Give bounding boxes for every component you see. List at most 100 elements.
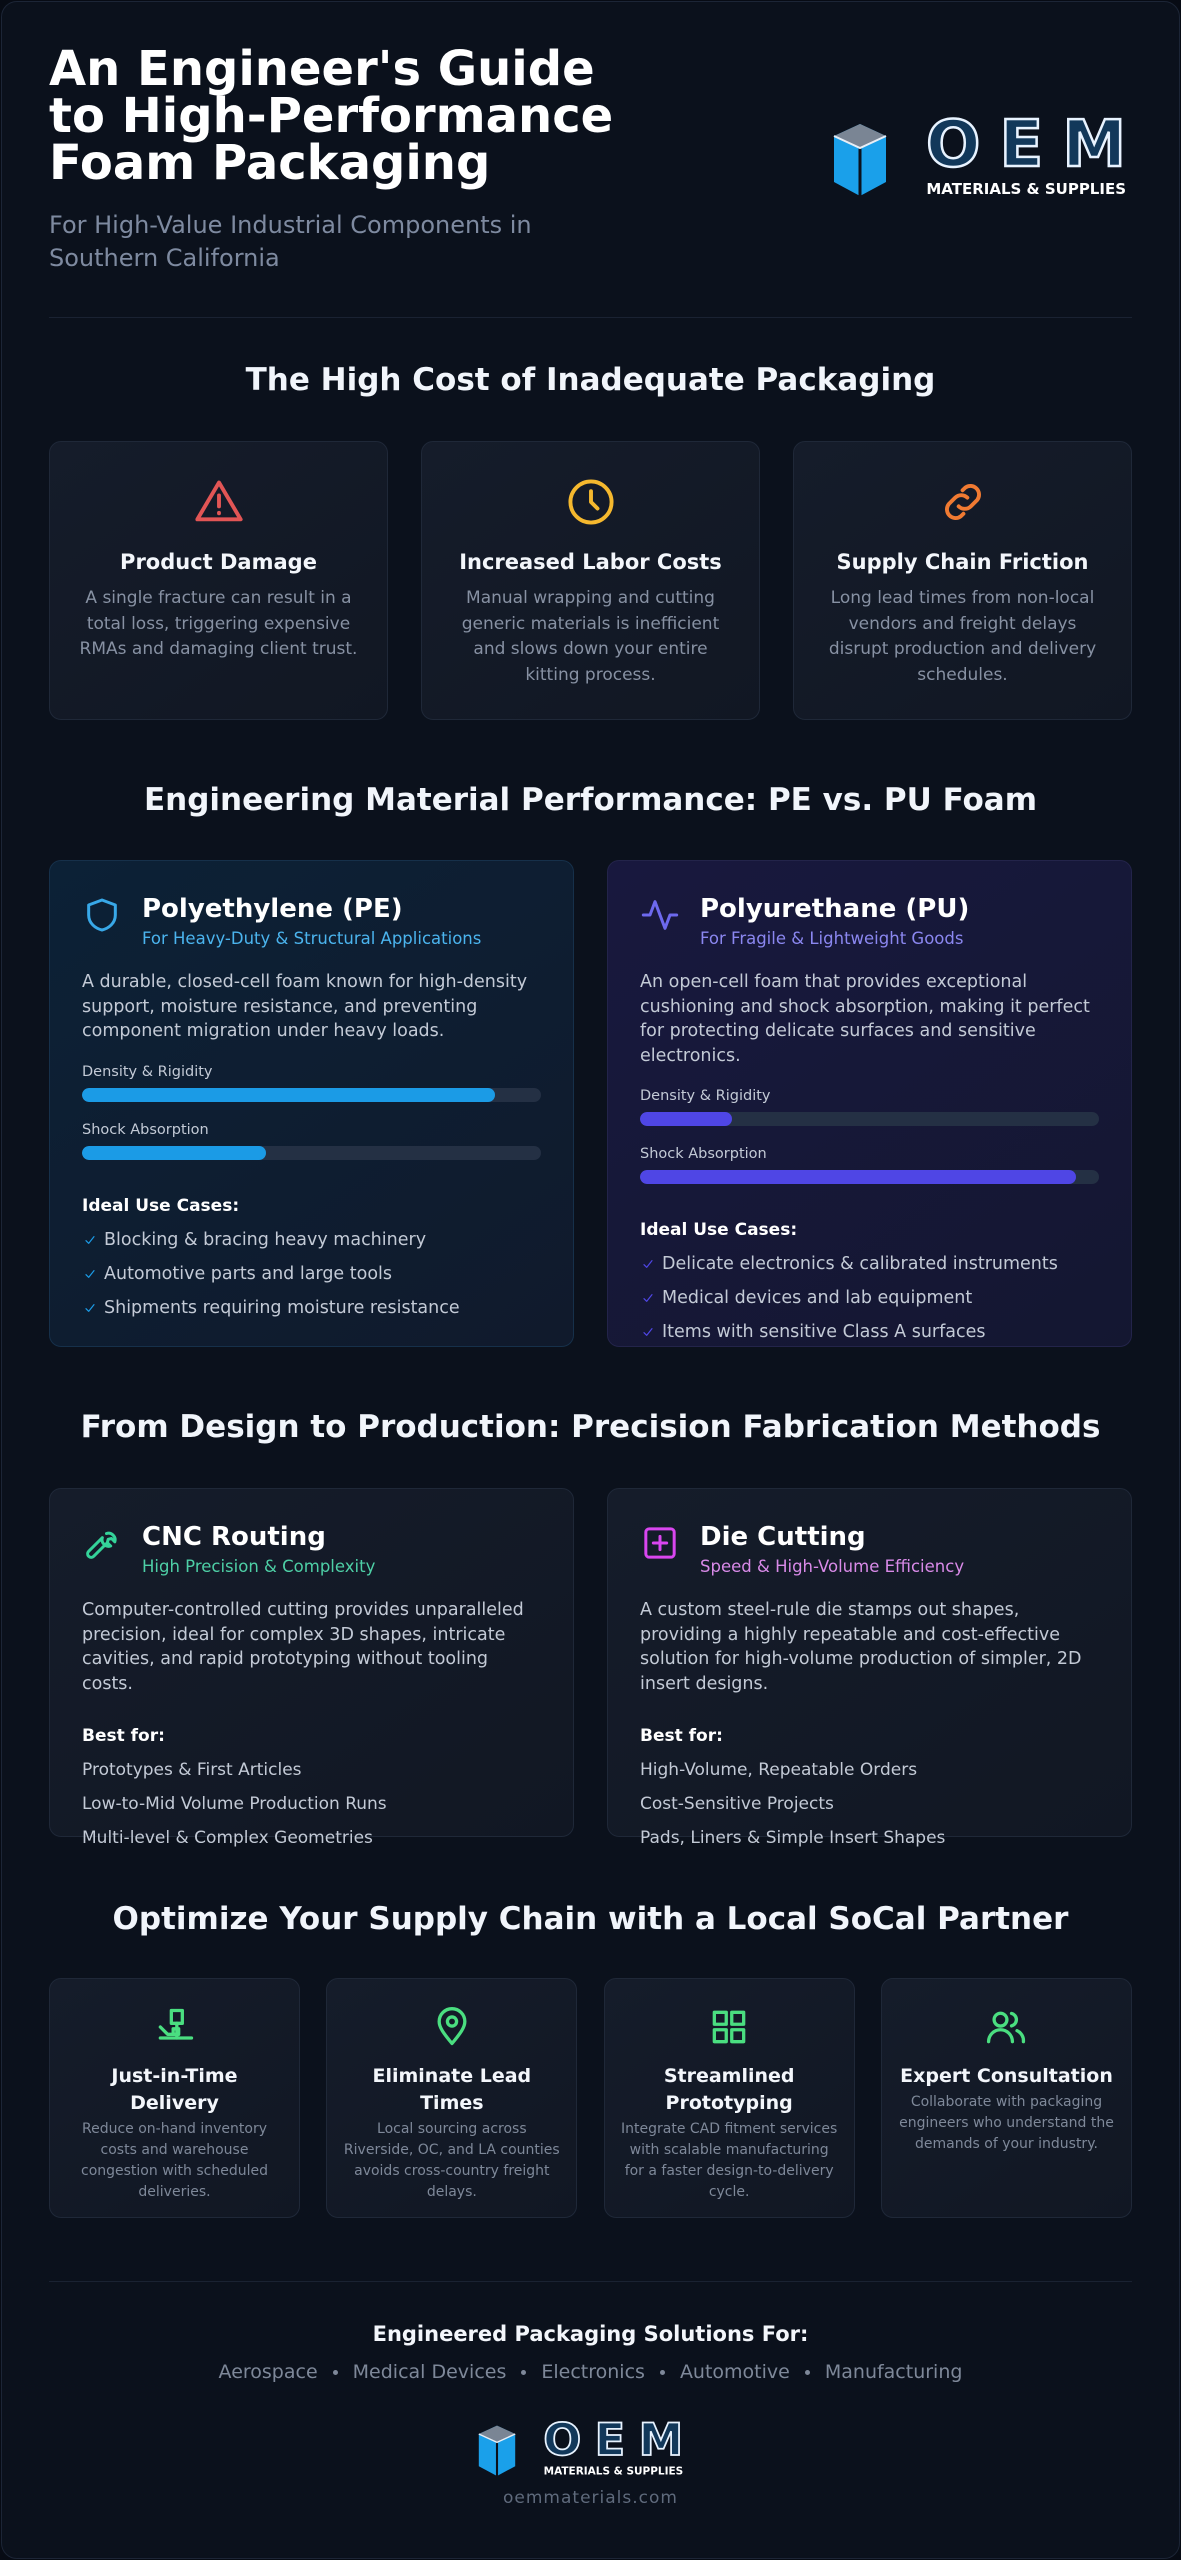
use-case-text: Automotive parts and large tools <box>104 1263 393 1284</box>
logo-tagline: MATERIALS & SUPPLIES <box>544 2466 684 2478</box>
use-case: Medical devices and lab equipment <box>640 1288 1099 1308</box>
metric-label: Density & Rigidity <box>640 1088 771 1104</box>
icon <box>643 1328 653 1336</box>
use-case-text: Blocking & bracing heavy machinery <box>104 1229 427 1250</box>
use-case: Delicate electronics & calibrated instru… <box>640 1254 1099 1274</box>
icon <box>643 1294 653 1302</box>
icon <box>85 1303 95 1312</box>
benefit-card: Eliminate Lead Times Local sourcing acros… <box>326 1978 578 2218</box>
card-text: A single fracture can result in a total … <box>79 588 358 659</box>
separator <box>659 2369 665 2375</box>
metric-label: Shock Absorption <box>640 1146 767 1162</box>
card-header: CNC Routing High Precision & Complexity <box>82 1521 541 1576</box>
benefit-card: Just-in-Time Delivery Reduce on-hand inve… <box>49 1978 300 2218</box>
section-heading: Optimize Your Supply Chain with a Local … <box>112 1901 1069 1937</box>
method-tagline: High Precision & Complexity <box>142 1557 376 1576</box>
problem-card: Increased Labor Costs Manual wrapping and… <box>421 441 760 720</box>
material-cards: Polyethylene (PE) For Heavy-Duty & Struct… <box>49 860 1132 1347</box>
logo-tagline: MATERIALS & SUPPLIES <box>926 180 1126 198</box>
title: An Engineer's Guide to High-Performance … <box>49 41 614 191</box>
icon <box>194 480 243 522</box>
method-name: CNC Routing <box>142 1522 326 1552</box>
method-card: CNC Routing High Precision & Complexity Co… <box>49 1488 574 1848</box>
icon <box>86 1531 117 1559</box>
method-description: Computer-controlled cutting provides unp… <box>82 1600 524 1694</box>
card-title: Supply Chain Friction <box>836 550 1089 574</box>
card-title: Expert Consultation <box>900 2065 1113 2087</box>
material-description: An open-cell foam that provides exceptio… <box>640 972 1090 1066</box>
section-heading: Engineering Material Performance: PE vs.… <box>143 782 1038 818</box>
card-header: Die Cutting Speed & High-Volume Efficienc… <box>640 1521 1099 1576</box>
icon <box>712 2010 746 2044</box>
subtitle: For High-Value Industrial Components in … <box>49 211 532 272</box>
metric-track <box>640 1170 1099 1184</box>
section-heading: The High Cost of Inadequate Packaging <box>245 362 936 398</box>
material-tagline: For Fragile & Lightweight Goods <box>700 929 964 948</box>
problem-card: Supply Chain Friction Long lead times fro… <box>793 441 1132 720</box>
icon <box>644 1527 676 1559</box>
use-case-text: Shipments requiring moisture resistance <box>104 1297 460 1318</box>
separator <box>521 2369 527 2375</box>
metric-bar <box>640 1170 1077 1184</box>
url: oemmaterials.com <box>503 2488 678 2508</box>
icon <box>87 898 117 932</box>
problem-card: Product Damage A single fracture can resu… <box>49 441 388 720</box>
card-heading: Die Cutting Speed & High-Volume Efficienc… <box>700 1521 964 1576</box>
metric-bar <box>82 1087 496 1102</box>
industry: Electronics <box>541 2361 645 2383</box>
use-cases-heading: Ideal Use Cases: <box>82 1195 240 1216</box>
card-text: Manual wrapping and cutting generic mate… <box>461 588 720 685</box>
divider <box>49 317 1132 318</box>
best-for-item: Prototypes & First Articles <box>82 1760 302 1780</box>
card-title: Streamlined Prototyping <box>663 2065 795 2114</box>
header: An Engineer's Guide to High-Performance … <box>49 41 649 275</box>
icon <box>437 2007 467 2046</box>
use-case-text: Delicate electronics & calibrated instru… <box>662 1254 1058 1274</box>
material-tagline: For Heavy-Duty & Structural Applications <box>142 929 482 948</box>
card-title: Product Damage <box>120 550 317 574</box>
icon <box>85 1269 95 1278</box>
problem-cards: Product Damage A single fracture can resu… <box>49 441 1132 720</box>
best-for-heading: Best for: <box>640 1726 723 1746</box>
icon <box>643 1260 653 1268</box>
benefit-cards: Just-in-Time Delivery Reduce on-hand inve… <box>49 1978 1132 2218</box>
icon <box>567 479 614 525</box>
card-title: Just-in-Time Delivery <box>111 2065 238 2114</box>
card-heading: Polyethylene (PE) For Heavy-Duty & Struct… <box>142 893 481 948</box>
metric-label: Density & Rigidity <box>82 1063 213 1080</box>
use-case: Blocking & bracing heavy machinery <box>82 1230 541 1250</box>
material-name: Polyurethane (PU) <box>700 894 970 924</box>
card-header: Polyurethane (PU) For Fragile & Lightweig… <box>640 893 1099 948</box>
method-description: A custom steel-rule die stamps out shape… <box>640 1600 1082 1694</box>
icon <box>158 2008 193 2040</box>
material-card: Polyurethane (PU) For Fragile & Lightweig… <box>607 860 1132 1347</box>
method-name: Die Cutting <box>700 1522 866 1552</box>
metric-track <box>82 1087 541 1102</box>
logo-mark: OEM <box>543 2420 683 2466</box>
card-text: Collaborate with packaging engineers who… <box>899 2094 1114 2152</box>
metric-bar <box>640 1112 732 1126</box>
card-title: Eliminate Lead Times <box>372 2065 532 2114</box>
method-cards: CNC Routing High Precision & Complexity Co… <box>49 1488 1132 1848</box>
metric-track <box>82 1145 541 1160</box>
best-for-heading: Best for: <box>82 1726 165 1746</box>
separator <box>332 2369 338 2375</box>
material-card: Polyethylene (PE) For Heavy-Duty & Struct… <box>49 860 574 1347</box>
logo: OEM MATERIALS & SUPPLIES <box>476 2412 686 2483</box>
best-for-item: Low-to-Mid Volume Production Runs <box>82 1794 387 1814</box>
benefit-card: Expert Consultation Collaborate with pack… <box>880 1978 1132 2218</box>
card-heading: Polyurethane (PU) For Fragile & Lightweig… <box>700 893 969 948</box>
icon <box>944 484 981 520</box>
card-text: Long lead times from non-local vendors a… <box>828 588 1097 685</box>
material-name: Polyethylene (PE) <box>142 894 403 924</box>
icon <box>85 1235 95 1244</box>
industry: Medical Devices <box>352 2361 507 2383</box>
card-text: Integrate CAD fitment services with scal… <box>621 2121 838 2200</box>
metric-track <box>640 1112 1099 1126</box>
icon <box>641 900 679 930</box>
card-text: Reduce on-hand inventory costs and wareh… <box>81 2121 268 2200</box>
industry: Manufacturing <box>824 2361 963 2383</box>
